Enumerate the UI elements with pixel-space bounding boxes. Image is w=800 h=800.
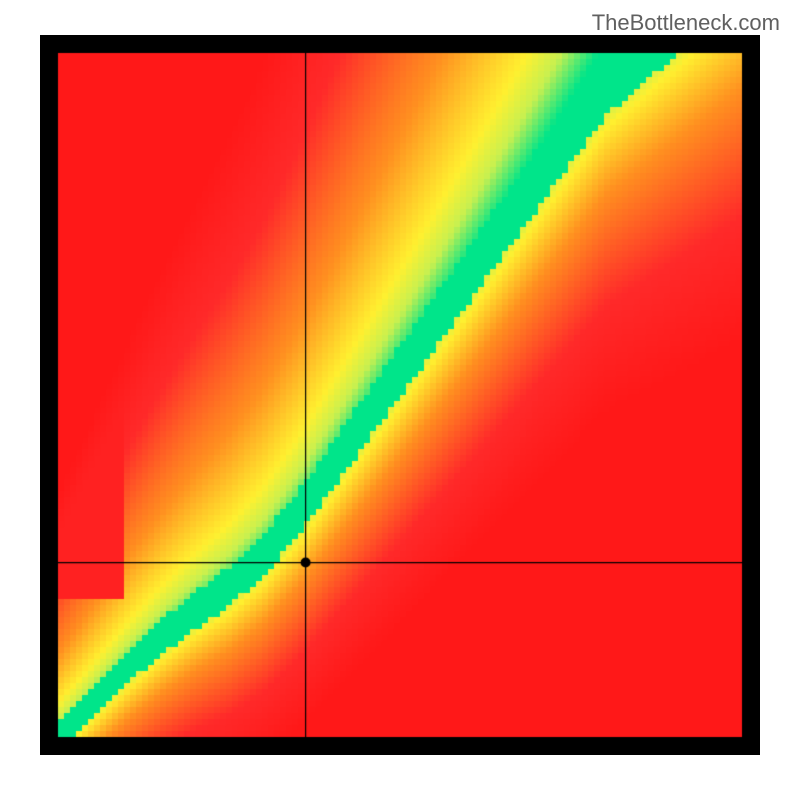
- chart-frame: [40, 35, 760, 755]
- heatmap-canvas: [40, 35, 760, 755]
- watermark-label: TheBottleneck.com: [592, 10, 780, 36]
- chart-container: TheBottleneck.com: [0, 0, 800, 800]
